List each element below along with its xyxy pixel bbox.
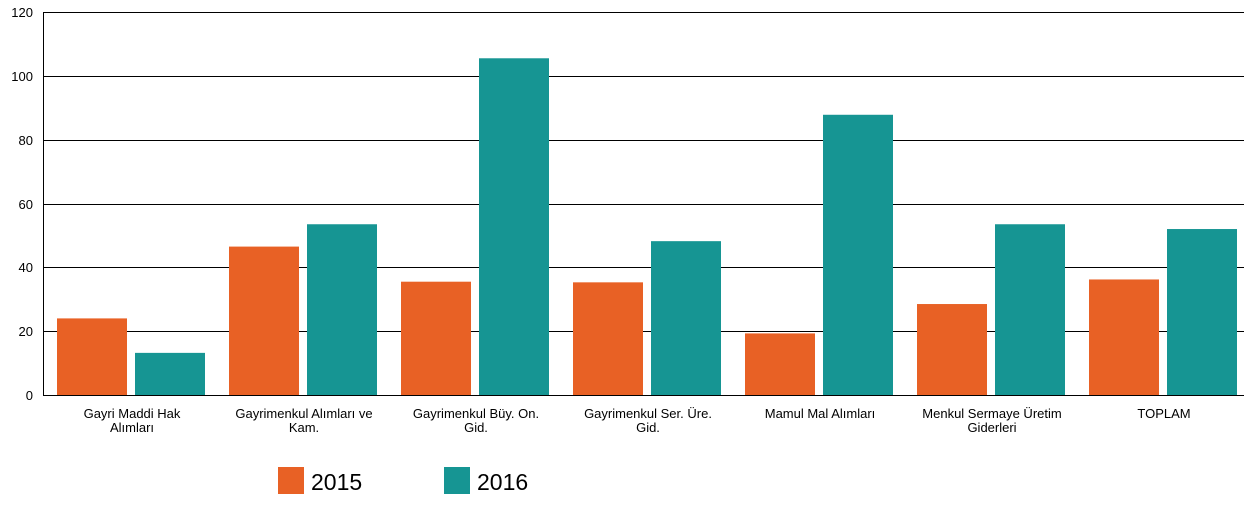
legend-label: 2016	[477, 469, 528, 495]
bar-2016-4	[651, 241, 721, 395]
bar-2015-1	[57, 318, 127, 395]
y-tick-label: 60	[19, 197, 33, 212]
x-category-label: Menkul Sermaye Üretim	[922, 406, 1061, 421]
bar-2016-3	[479, 58, 549, 395]
bar-2015-7	[1089, 279, 1159, 395]
y-tick-label: 40	[19, 260, 33, 275]
y-tick-label: 0	[26, 388, 33, 403]
x-category-label: Gayrimenkul Alımları ve	[235, 406, 372, 421]
bar-2016-6	[995, 224, 1065, 395]
y-tick-label: 120	[11, 5, 33, 20]
bar-2015-6	[917, 304, 987, 395]
x-category-label: Gid.	[636, 420, 660, 435]
y-tick-label: 20	[19, 324, 33, 339]
y-tick-label: 80	[19, 133, 33, 148]
bar-2016-1	[135, 352, 205, 395]
bar-2016-7	[1167, 229, 1237, 395]
x-category-label: Kam.	[289, 420, 319, 435]
x-category-label: Gayrimenkul Ser. Üre.	[584, 406, 712, 421]
bar-2016-2	[307, 224, 377, 395]
bar-2015-2	[229, 246, 299, 395]
legend-swatch-2016	[444, 467, 470, 494]
x-category-label: TOPLAM	[1137, 406, 1190, 421]
bar-layer	[57, 58, 1237, 395]
x-category-label: Gayrimenkul Büy. On.	[413, 406, 539, 421]
legend-swatch-2015	[278, 467, 304, 494]
bar-2016-5	[823, 114, 893, 395]
y-tick-label: 100	[11, 69, 33, 84]
bar-2015-3	[401, 281, 471, 395]
legend: 2015 2016	[278, 467, 528, 495]
bar-2015-5	[745, 333, 815, 395]
x-category-label: Gayri Maddi Hak	[84, 406, 181, 421]
x-category-label: Alımları	[110, 420, 154, 435]
legend-label: 2015	[311, 469, 362, 495]
bar-2015-4	[573, 282, 643, 395]
x-category-label: Mamul Mal Alımları	[765, 406, 876, 421]
x-category-label: Giderleri	[967, 420, 1016, 435]
x-category-label: Gid.	[464, 420, 488, 435]
